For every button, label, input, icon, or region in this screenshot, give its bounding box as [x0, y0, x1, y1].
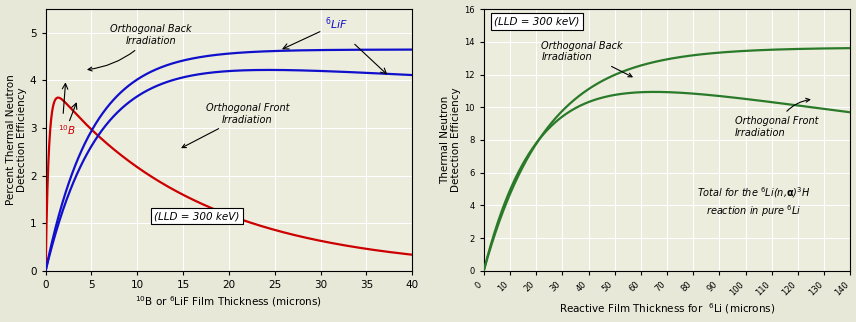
Text: Orthogonal Back
Irradiation: Orthogonal Back Irradiation	[88, 24, 192, 71]
Text: Orthogonal Back
Irradiation: Orthogonal Back Irradiation	[541, 41, 632, 77]
Y-axis label: Thermal Neutron
Detection Efficiency: Thermal Neutron Detection Efficiency	[440, 88, 461, 192]
Text: $^{6}$LiF: $^{6}$LiF	[325, 16, 348, 33]
X-axis label: Reactive Film Thickness for  $^{6}$Li (microns): Reactive Film Thickness for $^{6}$Li (mi…	[559, 302, 776, 317]
Text: (LLD = 300 keV): (LLD = 300 keV)	[494, 16, 580, 26]
Y-axis label: Percent Thermal Neutron
Detection Efficiency: Percent Thermal Neutron Detection Effici…	[5, 75, 27, 205]
Text: Orthogonal Front
Irradiation: Orthogonal Front Irradiation	[182, 103, 289, 147]
Text: $^{10}$B: $^{10}$B	[58, 123, 76, 137]
X-axis label: $^{10}$B or $^{6}$LiF Film Thickness (microns): $^{10}$B or $^{6}$LiF Film Thickness (mi…	[135, 294, 323, 309]
Text: (LLD = 300 keV): (LLD = 300 keV)	[154, 211, 240, 221]
Text: Total for the $^{6}$Li(n,$\mathbf{\alpha}$)$^{3}$H
reaction in pure $^{6}$Li: Total for the $^{6}$Li(n,$\mathbf{\alpha…	[697, 186, 811, 219]
Text: Orthogonal Front
Irradiation: Orthogonal Front Irradiation	[735, 98, 818, 138]
